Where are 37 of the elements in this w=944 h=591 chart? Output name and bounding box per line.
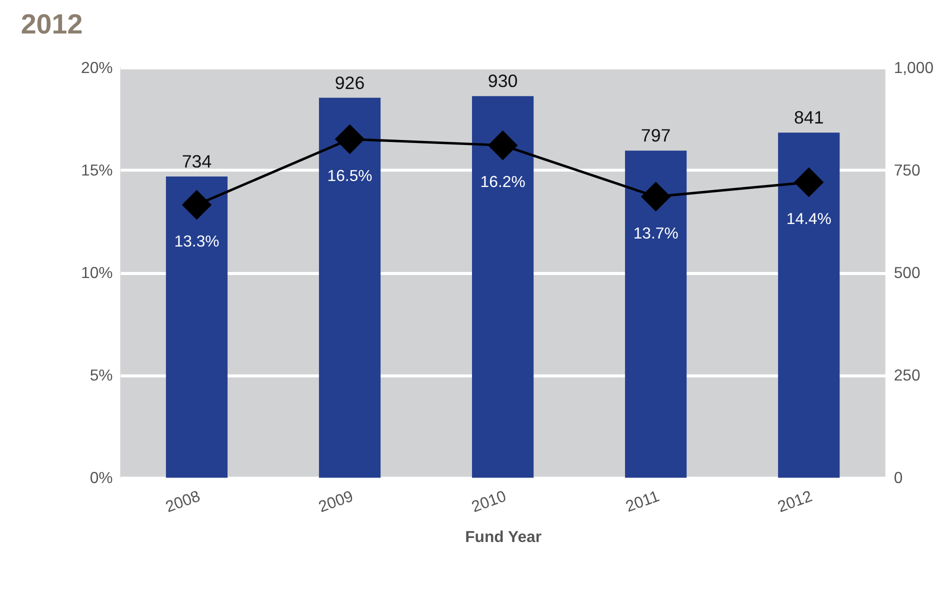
y2-tick-label: 0 — [894, 470, 903, 488]
x-tick-label: 2012 — [776, 488, 815, 516]
x-tick-label: 2010 — [470, 488, 509, 516]
y-tick-label: 5% — [90, 368, 113, 385]
bar — [625, 150, 687, 478]
y2-tick-label: 750 — [894, 162, 920, 180]
bar — [778, 132, 840, 478]
point — [182, 190, 212, 220]
point — [488, 130, 518, 160]
data-label: 16.5% — [327, 168, 372, 185]
data-label: 734 — [182, 152, 212, 172]
bar — [166, 176, 228, 478]
y-tick-label: 15% — [81, 162, 113, 180]
data-label: 14.4% — [786, 210, 832, 228]
y-tick-label: 0% — [90, 470, 113, 488]
y2-tick-label: 1,000 — [894, 60, 934, 77]
y2-tick-label: 500 — [894, 265, 920, 282]
data-label: 926 — [334, 72, 365, 93]
chart-title: 2012 — [20, 8, 83, 40]
x-tick-label: 2011 — [624, 488, 662, 516]
x-axis-title: Fund Year — [465, 529, 542, 546]
data-label: 930 — [488, 71, 518, 92]
y2-tick-label: 250 — [894, 368, 920, 385]
data-label: 13.3% — [174, 234, 220, 251]
data-label: 13.7% — [633, 225, 678, 242]
x-tick-label: 2009 — [316, 488, 356, 516]
point — [334, 124, 365, 154]
data-label: 16.2% — [480, 174, 526, 192]
y-tick-label: 10% — [81, 265, 113, 282]
bar — [318, 98, 381, 478]
bar — [472, 96, 534, 478]
y-tick-label: 20% — [81, 60, 113, 77]
data-label: 797 — [640, 126, 671, 146]
data-label: 841 — [794, 108, 824, 128]
x-tick-label: 2008 — [164, 488, 203, 516]
point — [640, 182, 671, 212]
point — [794, 167, 824, 198]
